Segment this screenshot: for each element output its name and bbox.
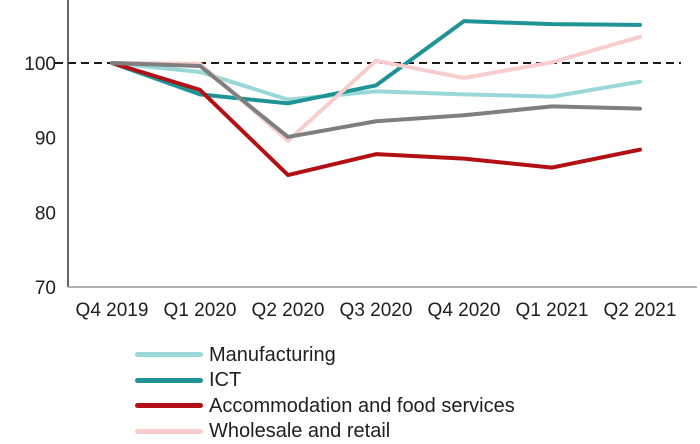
x-tick-label-6: Q1 2021 xyxy=(516,300,589,321)
x-tick-label-3: Q2 2020 xyxy=(252,300,325,321)
legend-label-manufacturing: Manufacturing xyxy=(209,345,336,365)
x-tick-label-2: Q1 2020 xyxy=(164,300,237,321)
legend-item-accommodation-food-services: Accommodation and food services xyxy=(135,393,515,419)
legend-label-ict: ICT xyxy=(209,370,241,390)
y-tick-label-100: 100 xyxy=(24,54,56,75)
legend-swatch-ict xyxy=(135,378,203,383)
legend-item-ict: ICT xyxy=(135,368,515,394)
legend-item-wholesale-retail: Wholesale and retail xyxy=(135,419,515,444)
chart-canvas: 100 90 80 70 Q4 2019 Q1 2020 Q2 2020 Q3 2020 Q4 … xyxy=(0,0,700,340)
y-tick-label-90: 90 xyxy=(35,129,56,150)
legend: Manufacturing ICT Accommodation and food… xyxy=(135,342,515,444)
line-accommodation-food-services xyxy=(112,63,640,175)
legend-swatch-accommodation-food-services xyxy=(135,403,203,408)
legend-item-manufacturing: Manufacturing xyxy=(135,342,515,368)
x-tick-label-1: Q4 2019 xyxy=(76,300,149,321)
x-tick-label-4: Q3 2020 xyxy=(340,300,413,321)
line-chart: 100 90 80 70 Q4 2019 Q1 2020 Q2 2020 Q3 2020 Q4 … xyxy=(0,0,700,340)
y-tick-label-80: 80 xyxy=(35,203,56,224)
y-tick-label-70: 70 xyxy=(35,278,56,299)
legend-label-wholesale-retail: Wholesale and retail xyxy=(209,421,390,441)
line-unlabeled-gray xyxy=(112,63,640,137)
legend-swatch-manufacturing xyxy=(135,352,203,357)
legend-label-accommodation-food-services: Accommodation and food services xyxy=(209,396,515,416)
x-tick-label-7: Q2 2021 xyxy=(604,300,677,321)
legend-swatch-wholesale-retail xyxy=(135,429,203,434)
line-manufacturing xyxy=(112,63,640,100)
x-tick-label-5: Q4 2020 xyxy=(428,300,501,321)
